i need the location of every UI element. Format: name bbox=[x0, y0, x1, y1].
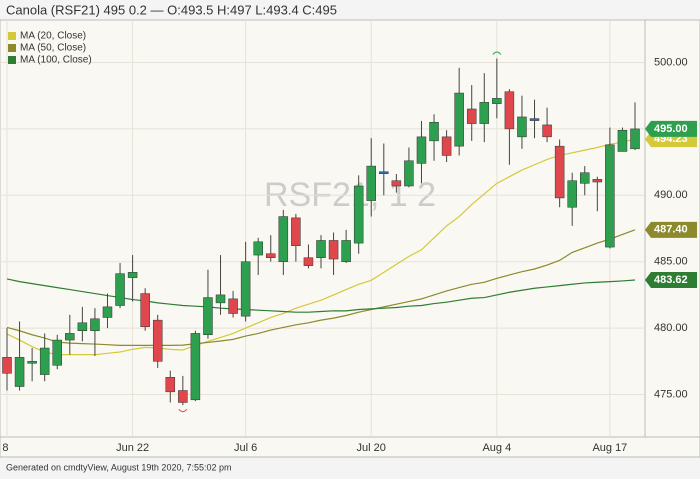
candle-body bbox=[77, 322, 88, 332]
candle-body bbox=[542, 124, 552, 138]
candle-body bbox=[27, 361, 37, 364]
candle-body bbox=[554, 145, 565, 199]
candle-body bbox=[52, 339, 62, 366]
candle-body bbox=[630, 128, 640, 150]
candle-body bbox=[353, 185, 364, 244]
candle-body bbox=[341, 240, 351, 262]
candle-body bbox=[592, 179, 603, 183]
candle-body bbox=[178, 390, 188, 403]
candle-body bbox=[366, 165, 376, 201]
price-badge bbox=[645, 221, 697, 238]
candle-body bbox=[228, 298, 238, 314]
y-tick-label: 485.00 bbox=[654, 256, 688, 268]
candle-body bbox=[303, 257, 314, 266]
legend-label: MA (50, Close) bbox=[20, 43, 86, 54]
candle-body bbox=[441, 136, 452, 156]
candle-body bbox=[90, 318, 100, 332]
y-tick-label: 490.00 bbox=[654, 189, 688, 201]
time-axis bbox=[0, 436, 700, 458]
candle-body bbox=[2, 357, 12, 374]
candle-body bbox=[115, 273, 125, 306]
candle-body bbox=[266, 253, 276, 258]
candle-body bbox=[39, 347, 50, 375]
candle-body bbox=[14, 357, 25, 387]
candle-body bbox=[580, 172, 590, 184]
candle-body bbox=[529, 118, 540, 121]
x-tick-label: Jun 22 bbox=[116, 442, 149, 454]
x-tick-label: Aug 17 bbox=[592, 442, 627, 454]
candle-body bbox=[605, 144, 615, 248]
x-tick-label: Jul 20 bbox=[357, 442, 386, 454]
price-badge-label: 495.00 bbox=[654, 123, 688, 135]
candle-body bbox=[617, 129, 628, 152]
candle-body bbox=[203, 297, 213, 335]
chart-title: Canola (RSF21) 495 0.2 — O:493.5 H:497 L… bbox=[6, 2, 337, 17]
candle-body bbox=[454, 92, 464, 147]
candle-body bbox=[291, 217, 301, 247]
ma-line bbox=[6, 138, 636, 356]
candle-body bbox=[517, 116, 527, 138]
candle-body bbox=[328, 240, 339, 260]
candle-body bbox=[504, 91, 515, 130]
x-tick-label: Jul 6 bbox=[234, 442, 257, 454]
y-tick-label: 475.00 bbox=[654, 388, 688, 400]
price-badge-label: 483.62 bbox=[654, 274, 688, 286]
candle-body bbox=[127, 272, 138, 278]
candle-body bbox=[102, 306, 113, 318]
low-marker bbox=[178, 408, 188, 413]
legend-swatch bbox=[8, 32, 16, 40]
plot-area bbox=[0, 19, 646, 438]
legend-label: MA (100, Close) bbox=[20, 55, 92, 66]
y-tick-label: 500.00 bbox=[654, 56, 688, 68]
candle-body bbox=[466, 108, 477, 124]
candle-body bbox=[190, 333, 201, 401]
candle-body bbox=[391, 180, 402, 187]
plot bbox=[0, 20, 645, 437]
candle-body bbox=[316, 240, 326, 258]
price-badge bbox=[645, 272, 697, 289]
candle-body bbox=[165, 376, 176, 393]
candle-body bbox=[140, 293, 150, 328]
candle-body bbox=[240, 261, 251, 317]
candle-body bbox=[215, 294, 226, 304]
legend-swatch bbox=[8, 44, 16, 52]
footer: Generated on cmdtyView, August 19th 2020… bbox=[6, 462, 232, 472]
candle-body bbox=[379, 171, 389, 174]
price-badge-label: 487.40 bbox=[654, 224, 688, 236]
legend-swatch bbox=[8, 56, 16, 64]
y-tick-label: 480.00 bbox=[654, 322, 688, 334]
ma-line bbox=[6, 278, 636, 313]
x-tick-label: Aug 4 bbox=[482, 442, 511, 454]
x-tick-label: Jun 8 bbox=[0, 442, 8, 454]
candle-body bbox=[429, 122, 439, 142]
legend-label: MA (20, Close) bbox=[20, 31, 86, 42]
ma-line bbox=[6, 229, 636, 346]
high-marker bbox=[492, 51, 502, 55]
candle-body bbox=[492, 98, 502, 104]
candle-body bbox=[416, 136, 427, 164]
candle-body bbox=[404, 160, 414, 187]
candle-body bbox=[65, 333, 75, 341]
price-badge bbox=[645, 120, 697, 137]
candle-body bbox=[479, 102, 490, 124]
candle-body bbox=[152, 319, 163, 362]
candle-body bbox=[278, 216, 289, 262]
candle-body bbox=[567, 180, 577, 208]
candle-body bbox=[253, 241, 263, 256]
